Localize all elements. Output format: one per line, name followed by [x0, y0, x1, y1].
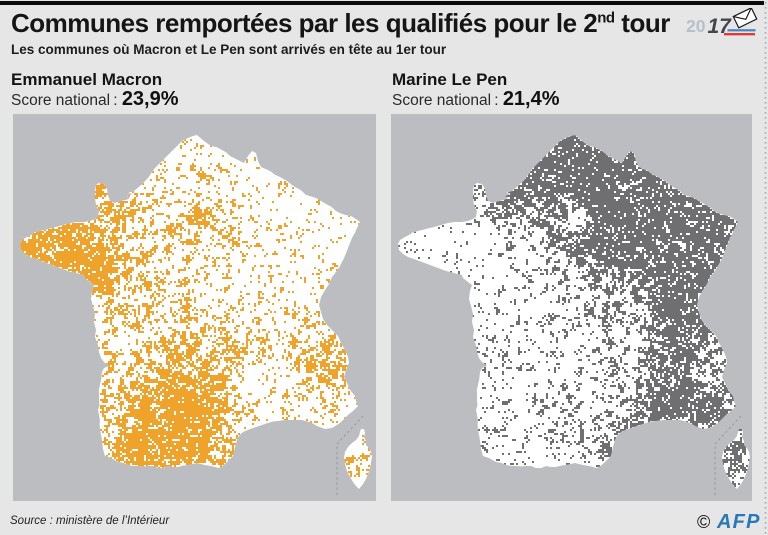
- svg-text:17: 17: [708, 15, 733, 38]
- svg-text:20: 20: [686, 16, 706, 36]
